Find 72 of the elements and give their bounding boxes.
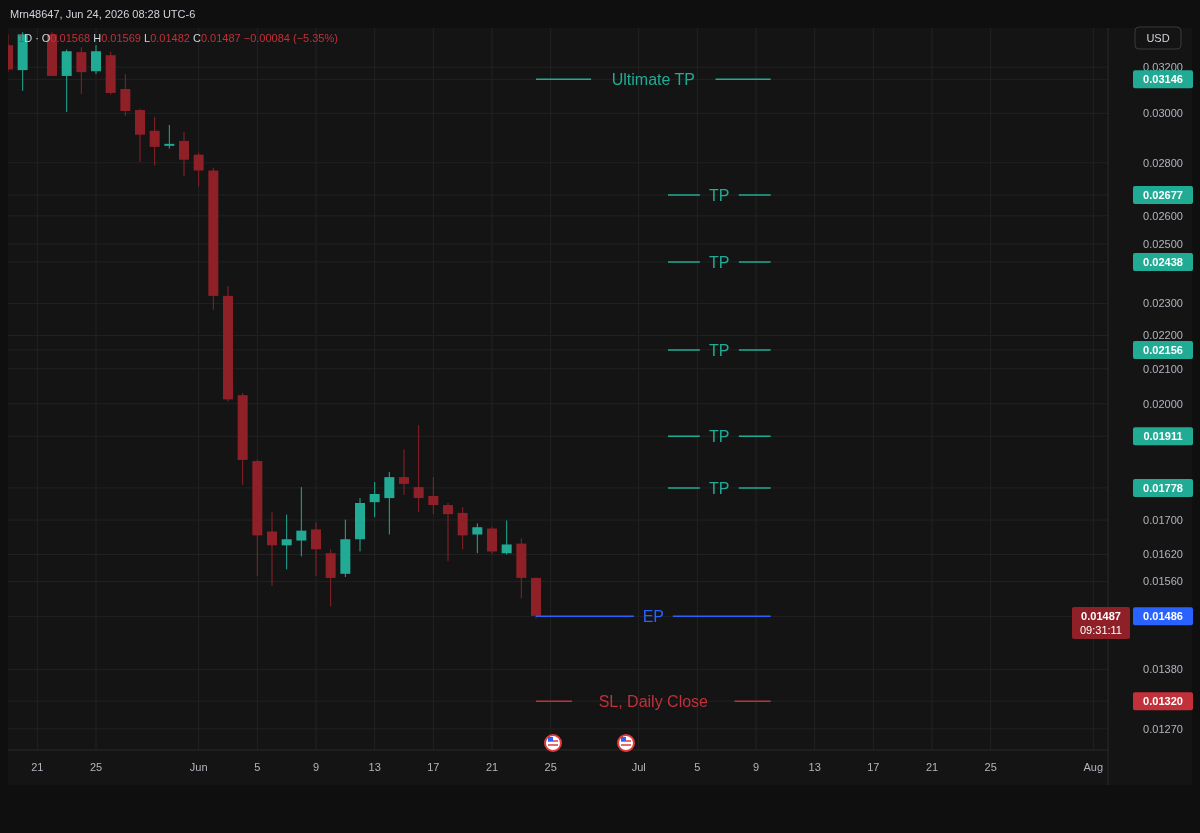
candlestick bbox=[369, 481, 380, 518]
x-tick-label: 25 bbox=[984, 760, 997, 773]
x-tick-label: 21 bbox=[485, 760, 499, 773]
y-tick-label: 0.02677 bbox=[1143, 188, 1183, 201]
x-tick-label: 5 bbox=[694, 760, 701, 773]
x-tick-label: 5 bbox=[254, 760, 261, 773]
x-tick-label: 9 bbox=[752, 760, 760, 773]
series-label: Ultimate TP bbox=[611, 70, 695, 88]
x-tick-label: 21 bbox=[31, 760, 44, 773]
series-label: TP bbox=[709, 186, 730, 204]
x-tick-label: 21 bbox=[925, 760, 939, 773]
candlestick bbox=[179, 131, 189, 177]
y-tick-label: 0.02000 bbox=[1143, 397, 1183, 410]
candlestick bbox=[399, 449, 409, 496]
series-label: TP bbox=[709, 341, 730, 359]
y-tick-label: 0.03146 bbox=[1143, 73, 1183, 86]
y-tick-label: 0.01560 bbox=[1143, 575, 1183, 588]
y-tick-label: 0.02156 bbox=[1143, 343, 1183, 356]
x-tick-label: Jul bbox=[631, 760, 646, 773]
candlestick bbox=[487, 526, 497, 555]
candlestick bbox=[296, 486, 307, 557]
y-tick-label: 0.03000 bbox=[1143, 107, 1183, 120]
candlestick bbox=[413, 424, 424, 513]
y-tick-label: 0.01778 bbox=[1143, 481, 1183, 494]
candlestick bbox=[384, 471, 395, 536]
series-label: TP bbox=[709, 253, 730, 271]
candlestick bbox=[91, 44, 101, 75]
x-tick-label: 13 bbox=[808, 760, 821, 773]
annotation: 0.01487 bbox=[1081, 609, 1121, 622]
y-tick-label: 0.01320 bbox=[1143, 695, 1183, 708]
candlestick bbox=[428, 476, 439, 515]
candlestick bbox=[443, 502, 453, 562]
candlestick bbox=[281, 514, 292, 570]
chart-title: Mrn48647, Jun 24, 2026 08:28 UTC-6 bbox=[10, 7, 196, 20]
candlestick bbox=[311, 522, 321, 577]
x-tick-label: 9 bbox=[312, 760, 320, 773]
y-tick-label: 0.03200 bbox=[1143, 61, 1183, 74]
annotation: 09:31:11 bbox=[1079, 623, 1123, 636]
y-tick-label: 0.01486 bbox=[1143, 610, 1183, 623]
y-tick-label: 0.02100 bbox=[1143, 362, 1183, 375]
y-tick-label: 0.02800 bbox=[1143, 156, 1183, 169]
y-tick-label: 0.02200 bbox=[1143, 329, 1183, 342]
x-tick-label: 13 bbox=[368, 760, 381, 773]
series-label: TP bbox=[709, 427, 730, 445]
x-tick-label: 17 bbox=[427, 760, 440, 773]
y-tick-label: 0.02500 bbox=[1143, 237, 1183, 250]
y-tick-label: 0.01270 bbox=[1143, 722, 1183, 735]
candlestick bbox=[472, 522, 483, 554]
x-tick-label: 25 bbox=[544, 760, 557, 773]
series-label: TP bbox=[709, 479, 730, 497]
candlestick bbox=[149, 116, 160, 167]
x-tick-label: 17 bbox=[867, 760, 880, 773]
candlestick bbox=[457, 506, 468, 550]
y-tick-label: 0.01620 bbox=[1143, 548, 1183, 561]
series-label: SL, Daily Close bbox=[598, 692, 709, 710]
candlestick bbox=[267, 511, 277, 587]
series-label: EP bbox=[642, 607, 665, 625]
y-tick-label: 0.02600 bbox=[1143, 209, 1183, 222]
candlestick bbox=[120, 73, 131, 117]
y-tick-label: 0.02438 bbox=[1143, 255, 1183, 268]
x-tick-label: Jun bbox=[189, 760, 208, 773]
candlestick bbox=[164, 124, 175, 150]
y-axis-title: USD bbox=[1146, 31, 1170, 44]
y-tick-label: 0.01911 bbox=[1143, 430, 1183, 443]
candlestick bbox=[501, 519, 512, 556]
candlestick bbox=[76, 46, 87, 95]
y-tick-label: 0.02300 bbox=[1143, 297, 1183, 310]
candlestick bbox=[193, 152, 204, 187]
y-tick-label: 0.01380 bbox=[1143, 663, 1183, 676]
y-tick-label: 0.01700 bbox=[1143, 513, 1183, 526]
x-tick-label: Aug bbox=[1083, 760, 1104, 773]
x-tick-label: 25 bbox=[89, 760, 103, 773]
